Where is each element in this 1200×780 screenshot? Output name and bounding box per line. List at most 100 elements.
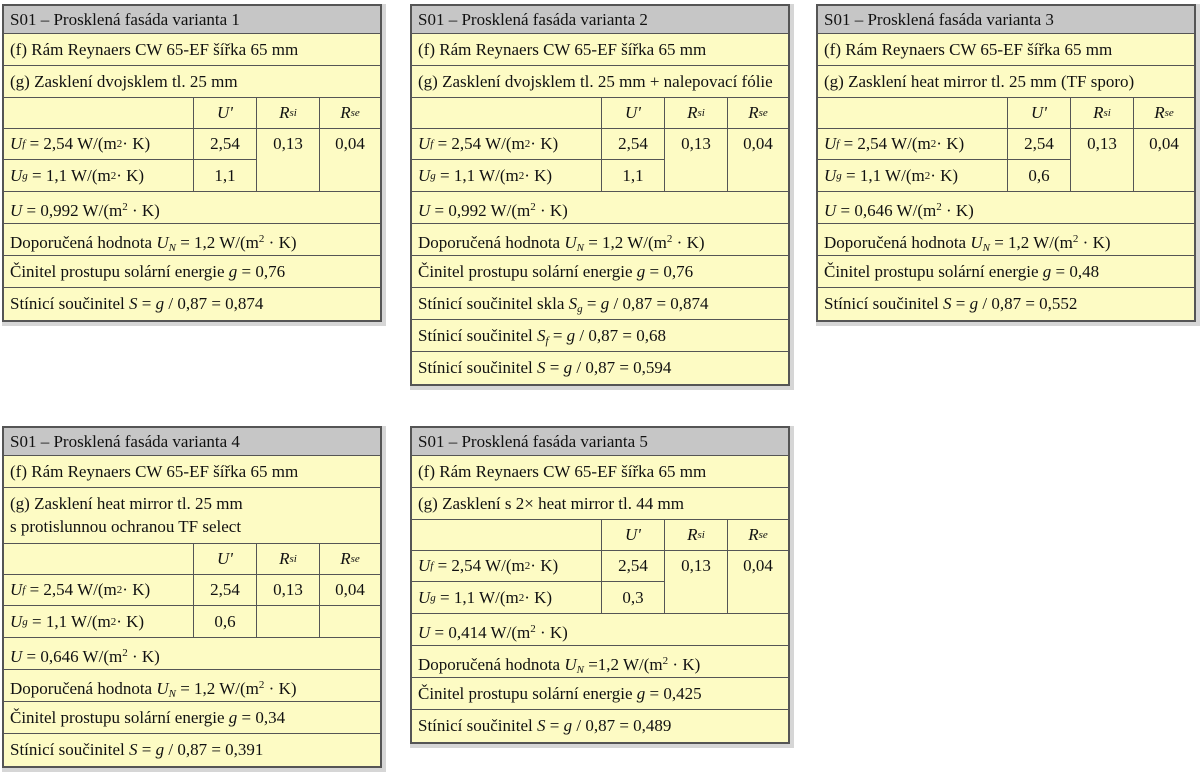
rsi-value: 0,13 — [1071, 129, 1134, 191]
rse-text: 0,04 — [743, 134, 773, 153]
un-row: Doporučená hodnota UN = 1,2 W/(m2 · K) — [4, 670, 380, 702]
foil-shading-row: Stínicí součinitel Sf = g / 0,87 = 0,68 — [412, 320, 788, 352]
glazing-row: (g) Zasklení heat mirror tl. 25 mm (TF s… — [818, 66, 1194, 98]
rsi-value: 0,13 — [257, 129, 320, 191]
uf-value: 2,54 — [602, 551, 665, 582]
card-title: S01 – Prosklená fasáda varianta 4 — [4, 428, 380, 456]
uf-value: 2,54 — [194, 575, 257, 606]
rsi-value: 0,13 — [665, 551, 728, 613]
empty-cell — [320, 606, 380, 637]
rsi-value: 0,13 — [257, 575, 320, 606]
rse-value: 0,04 — [1134, 129, 1194, 191]
rse-value: 0,04 — [320, 575, 380, 606]
facade-card-variant-1: S01 – Prosklená fasáda varianta 1 (f) Rá… — [2, 4, 386, 326]
rse-text: 0,04 — [335, 134, 365, 153]
grid-corner — [412, 98, 602, 129]
col-u-header: U' — [194, 98, 257, 129]
shading-row: Stínicí součinitel S = g / 0,87 = 0,874 — [10, 294, 264, 313]
un-row: Doporučená hodnota UN = 1,2 W/(m2 · K) — [4, 224, 380, 256]
rsi-text: 0,13 — [681, 134, 711, 153]
col-u-header: U' — [1008, 98, 1071, 129]
glazing-row: (g) Zasklení dvojsklem tl. 25 mm + nalep… — [412, 66, 788, 98]
u-total-row: U = 0,414 W/(m2 · K) — [412, 614, 788, 646]
facade-card-variant-3: S01 – Prosklená fasáda varianta 3 (f) Rá… — [816, 4, 1200, 326]
rse-text: 0,04 — [743, 556, 773, 575]
g-factor-row: Činitel prostupu solární energie g = 0,7… — [412, 256, 788, 288]
card-title: S01 – Prosklená fasáda varianta 5 — [412, 428, 788, 456]
rsi-text: 0,13 — [681, 556, 711, 575]
grid-corner — [818, 98, 1008, 129]
frame-row: (f) Rám Reynaers CW 65-EF šířka 65 mm — [412, 456, 788, 488]
ug-value: 0,6 — [194, 606, 257, 637]
shading-row: Stínicí součinitel S = g / 0,87 = 0,594 — [418, 358, 672, 377]
u-total-row: U = 0,992 W/(m2 · K) — [4, 192, 380, 224]
grid-corner — [4, 98, 194, 129]
glazing-line-1: (g) Zasklení heat mirror tl. 25 mm — [10, 494, 243, 513]
col-u-header: U' — [602, 520, 665, 551]
glazing-row: (g) Zasklení s 2× heat mirror tl. 44 mm — [412, 488, 788, 520]
u-total-row: U = 0,646 W/(m2 · K) — [4, 638, 380, 670]
u-total-row: U = 0,646 W/(m2 · K) — [818, 192, 1194, 224]
card-title: S01 – Prosklená fasáda varianta 1 — [4, 6, 380, 34]
frame-row: (f) Rám Reynaers CW 65-EF šířka 65 mm — [4, 34, 380, 66]
ug-value: 1,1 — [194, 160, 257, 191]
g-factor-row: Činitel prostupu solární energie g = 0,3… — [4, 702, 380, 734]
frame-row: (f) Rám Reynaers CW 65-EF šířka 65 mm — [4, 456, 380, 488]
rsi-text: 0,13 — [1087, 134, 1117, 153]
rse-value: 0,04 — [728, 129, 788, 191]
glazing-line-2: s protislunnou ochranou TF select — [10, 517, 242, 536]
col-u-header: U' — [194, 544, 257, 575]
u-total-row: U = 0,992 W/(m2 · K) — [412, 192, 788, 224]
rse-value: 0,04 — [728, 551, 788, 613]
uf-value: 2,54 — [1008, 129, 1071, 160]
g-factor-row: Činitel prostupu solární energie g = 0,7… — [4, 256, 380, 288]
shading-row: Stínicí součinitel S = g / 0,87 = 0,391 — [10, 740, 264, 759]
un-row: Doporučená hodnota UN = 1,2 W/(m2 · K) — [818, 224, 1194, 256]
g-factor-row: Činitel prostupu solární energie g = 0,4… — [412, 678, 788, 710]
col-u-header: U' — [602, 98, 665, 129]
uf-value: 2,54 — [602, 129, 665, 160]
facade-card-variant-2: S01 – Prosklená fasáda varianta 2 (f) Rá… — [410, 4, 794, 390]
ug-value: 0,6 — [1008, 160, 1071, 191]
card-title: S01 – Prosklená fasáda varianta 3 — [818, 6, 1194, 34]
card-title: S01 – Prosklená fasáda varianta 2 — [412, 6, 788, 34]
grid-corner — [4, 544, 194, 575]
frame-row: (f) Rám Reynaers CW 65-EF šířka 65 mm — [818, 34, 1194, 66]
shading-row: Stínicí součinitel S = g / 0,87 = 0,552 — [824, 294, 1078, 313]
rsi-text: 0,13 — [273, 134, 303, 153]
ug-value: 1,1 — [602, 160, 665, 191]
frame-row: (f) Rám Reynaers CW 65-EF šířka 65 mm — [412, 34, 788, 66]
g-factor-row: Činitel prostupu solární energie g = 0,4… — [818, 256, 1194, 288]
glazing-row: (g) Zasklení dvojsklem tl. 25 mm — [4, 66, 380, 98]
grid-corner — [412, 520, 602, 551]
rse-text: 0,04 — [1149, 134, 1179, 153]
glazing-row: (g) Zasklení heat mirror tl. 25 mm s pro… — [4, 488, 380, 544]
uf-value: 2,54 — [194, 129, 257, 160]
rse-value: 0,04 — [320, 129, 380, 191]
glass-shading-row: Stínicí součinitel skla Sg = g / 0,87 = … — [412, 288, 788, 320]
empty-cell — [257, 606, 320, 637]
un-row: Doporučená hodnota UN =1,2 W/(m2 · K) — [412, 646, 788, 678]
